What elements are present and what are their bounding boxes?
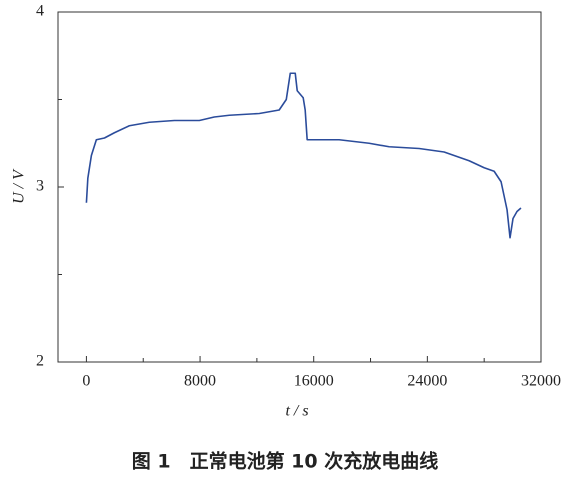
x-tick-label: 24000 — [407, 373, 447, 390]
x-axis-label: t / s — [285, 403, 308, 420]
x-tick-label: 16000 — [294, 373, 334, 390]
y-tick-label: 3 — [36, 178, 44, 195]
x-tick-label: 8000 — [184, 373, 216, 390]
x-tick-label: 32000 — [521, 373, 561, 390]
x-tick-label: 0 — [82, 373, 90, 390]
y-axis-label: U / V — [11, 168, 28, 204]
y-tick-label: 2 — [36, 353, 44, 370]
plot-frame — [57, 11, 542, 363]
y-tick-label: 4 — [36, 3, 44, 20]
caption: 图 1 正常电池第 10 次充放电曲线 — [132, 450, 439, 473]
data-line — [85, 72, 522, 239]
